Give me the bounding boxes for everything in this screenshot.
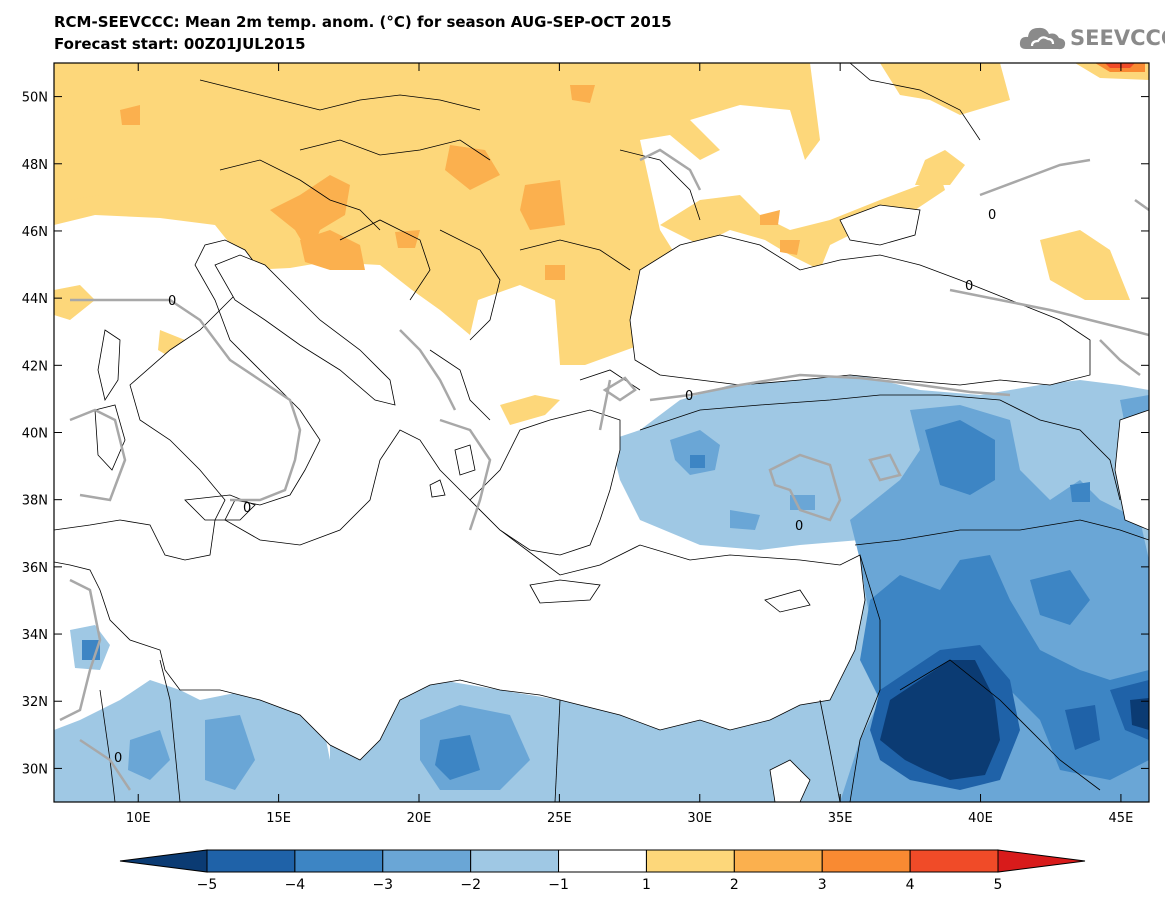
warm-anomaly-4-5: [1095, 63, 1145, 72]
adriatic-sea: [214, 254, 396, 406]
lon-tick-label: 20E: [407, 811, 432, 826]
lat-tick-label: 30N: [22, 762, 48, 777]
map-title: RCM-SEEVCCC: Mean 2m temp. anom. (°C) fo…: [54, 13, 672, 31]
colorbar-segment: [997, 849, 1086, 873]
lat-tick-label: 44N: [22, 292, 48, 307]
forecast-start-subtitle: Forecast start: 00Z01JUL2015: [54, 35, 306, 53]
colorbar-segment: [558, 849, 647, 873]
lat-tick-label: 42N: [22, 359, 48, 374]
seevccc-logo: SEEVCCC: [1018, 22, 1165, 56]
colorbar-label: −2: [460, 877, 481, 893]
colorbar-label: −4: [285, 877, 306, 893]
logo-text: SEEVCCC: [1070, 26, 1165, 50]
colorbar-segment: [909, 849, 999, 873]
zero-anomaly-contours: [59, 148, 1149, 791]
contour-label: 0: [168, 294, 176, 309]
latitude-axis: 50N 48N 46N 44N 42N 40N 38N 36N 34N 32N 30N: [22, 91, 1149, 777]
contour-label: 0: [685, 389, 693, 404]
lat-tick-label: 46N: [22, 225, 48, 240]
colorbar-label: −3: [372, 877, 393, 893]
lat-tick-label: 32N: [22, 695, 48, 710]
colorbar-label: −1: [548, 877, 569, 893]
colorbar-segment: [294, 849, 384, 873]
colorbar-segment: [206, 849, 296, 873]
colorbar-segment: [382, 849, 472, 873]
colorbar-label: 5: [994, 877, 1003, 893]
lat-tick-label: 36N: [22, 561, 48, 576]
lat-tick-label: 40N: [22, 427, 48, 442]
colorbar-segment: [821, 849, 911, 873]
warm-anomaly-2-3: [120, 85, 800, 280]
black-sea: [629, 234, 1091, 386]
colorbar-label: −5: [197, 877, 218, 893]
caspian-sea: [1114, 409, 1149, 531]
contour-label: 0: [114, 751, 122, 766]
colorbar-label: 4: [906, 877, 915, 893]
red-sea: [769, 759, 811, 802]
colorbar-label: 3: [818, 877, 827, 893]
lat-tick-label: 48N: [22, 158, 48, 173]
colorbar-label: 1: [642, 877, 651, 893]
colorbar-segment: [733, 849, 823, 873]
lat-tick-label: 50N: [22, 91, 48, 106]
colorbar-label: 2: [730, 877, 739, 893]
contour-label: 0: [243, 501, 251, 516]
map-plot-area: 0 0 0 0 0 0 0: [54, 63, 1149, 802]
warm-anomaly-1-2: [54, 63, 1149, 502]
lat-tick-label: 34N: [22, 628, 48, 643]
contour-labels: 0 0 0 0 0 0 0: [114, 208, 996, 766]
lon-tick-label: 45E: [1109, 811, 1134, 826]
coastlines: [94, 63, 1149, 802]
longitude-axis: 10E 15E 20E 25E 30E 35E 40E 45E: [126, 63, 1133, 826]
mediterranean-sea: [54, 239, 866, 761]
aegean-sea: [469, 409, 621, 556]
colorbar-segment: [470, 849, 560, 873]
lon-tick-label: 15E: [266, 811, 291, 826]
lon-tick-label: 40E: [968, 811, 993, 826]
contour-label: 0: [965, 279, 973, 294]
lon-tick-label: 25E: [547, 811, 572, 826]
lon-tick-label: 35E: [828, 811, 853, 826]
lat-tick-label: 38N: [22, 494, 48, 509]
contour-label: 0: [795, 519, 803, 534]
lon-tick-label: 10E: [126, 811, 151, 826]
colorbar-segment: [645, 849, 735, 873]
lon-tick-label: 30E: [687, 811, 712, 826]
cool-anomaly-below-5: [880, 660, 1149, 780]
colorbar-segment: [119, 849, 208, 873]
contour-label: 0: [988, 208, 996, 223]
cloud-icon: [1019, 27, 1066, 50]
sea-of-azov: [839, 204, 921, 246]
colorbar: −5 −4 −3 −2 −1 1 2 3 4 5: [119, 849, 1086, 893]
